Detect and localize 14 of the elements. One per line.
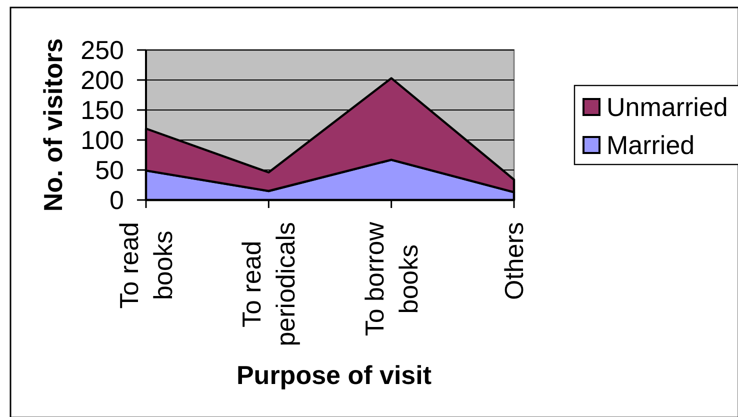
x-tick-label: Others	[499, 222, 529, 300]
x-tick-label: To borrow books	[359, 222, 424, 336]
x-axis-title: Purpose of visit	[236, 360, 432, 390]
y-tick-label: 150	[80, 95, 124, 126]
y-tick-label: 50	[95, 155, 124, 186]
legend-label: Unmarried	[606, 92, 728, 122]
y-tick-label: 0	[110, 185, 124, 216]
legend-label: Married	[606, 130, 695, 160]
x-tick-label: To read periodicals	[236, 222, 301, 346]
y-tick-label: 250	[80, 35, 124, 66]
y-tick-label: 200	[80, 65, 124, 96]
y-axis-title: No. of visitors	[38, 38, 68, 212]
x-tick-label: To read books	[114, 222, 178, 309]
y-tick-label: 100	[80, 125, 124, 156]
